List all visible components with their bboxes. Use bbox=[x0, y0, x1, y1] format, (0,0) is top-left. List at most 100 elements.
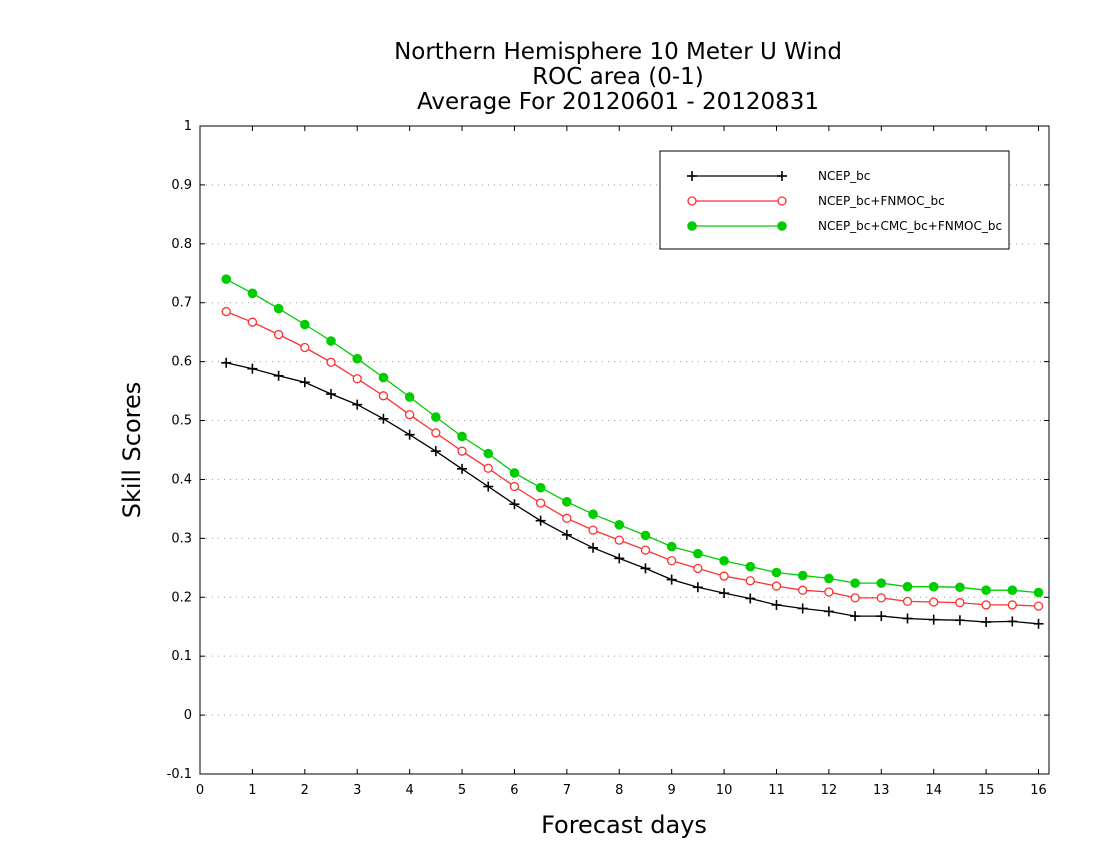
series-line bbox=[225, 310, 1039, 607]
x-tick-label: 3 bbox=[353, 783, 361, 798]
legend-label: NCEP_bc bbox=[818, 169, 870, 183]
y-tick-label: 0.3 bbox=[171, 531, 192, 546]
data-point bbox=[687, 221, 697, 231]
data-point bbox=[588, 509, 598, 520]
data-point bbox=[693, 563, 703, 574]
data-point bbox=[902, 613, 913, 624]
data-point bbox=[667, 556, 677, 566]
data-point bbox=[876, 593, 886, 603]
data-point bbox=[777, 221, 787, 231]
plot-frame bbox=[199, 125, 1050, 775]
legend-item-2: NCEP_bc+CMC_bc+FNMOC_bc bbox=[687, 219, 1002, 233]
data-point bbox=[666, 574, 677, 585]
data-point bbox=[1007, 585, 1018, 596]
data-point bbox=[431, 428, 441, 438]
y-tick-label: 1 bbox=[184, 119, 192, 134]
x-tick-label: 10 bbox=[716, 783, 733, 798]
data-point bbox=[247, 317, 258, 327]
data-point bbox=[588, 542, 599, 553]
data-point bbox=[404, 410, 415, 420]
data-point bbox=[431, 412, 441, 422]
data-point bbox=[687, 196, 697, 206]
x-tick-label: 16 bbox=[1030, 783, 1047, 798]
data-point bbox=[457, 431, 467, 442]
data-point bbox=[798, 585, 808, 595]
data-point bbox=[981, 617, 992, 628]
data-point bbox=[771, 567, 782, 578]
data-point bbox=[719, 555, 729, 566]
y-axis-title: Skill Scores bbox=[118, 382, 146, 519]
chart-title: Northern Hemisphere 10 Meter U Wind ROC … bbox=[394, 39, 842, 115]
legend-item-1: NCEP_bc+FNMOC_bc bbox=[687, 194, 945, 208]
data-point bbox=[902, 596, 913, 607]
data-point bbox=[535, 482, 546, 493]
data-point bbox=[273, 370, 284, 381]
data-point bbox=[850, 593, 860, 603]
data-point bbox=[404, 429, 415, 440]
data-point bbox=[483, 463, 493, 473]
series-group bbox=[221, 274, 1044, 629]
x-tick-label: 4 bbox=[405, 783, 413, 798]
data-point bbox=[666, 541, 677, 552]
data-point bbox=[562, 513, 572, 523]
data-point bbox=[352, 353, 363, 364]
data-point bbox=[614, 535, 624, 545]
data-point bbox=[876, 611, 887, 622]
series-0 bbox=[221, 357, 1044, 629]
data-point bbox=[876, 578, 887, 588]
data-point bbox=[247, 288, 258, 299]
data-point bbox=[273, 329, 284, 340]
legend-item-0: NCEP_bc bbox=[687, 169, 870, 183]
data-point bbox=[687, 171, 697, 181]
data-point bbox=[430, 446, 441, 457]
x-tick-label: 5 bbox=[458, 783, 466, 798]
data-point bbox=[745, 576, 755, 586]
x-tick-label: 14 bbox=[925, 783, 942, 798]
x-tick-label: 2 bbox=[301, 783, 309, 798]
data-point bbox=[640, 530, 651, 541]
data-point bbox=[719, 588, 730, 599]
series-2 bbox=[221, 274, 1044, 598]
data-point bbox=[928, 614, 939, 625]
data-point bbox=[404, 392, 415, 402]
data-point bbox=[509, 499, 520, 510]
data-point bbox=[1033, 618, 1044, 629]
data-point bbox=[1007, 616, 1018, 627]
data-point bbox=[247, 363, 258, 374]
data-point bbox=[824, 573, 834, 584]
title-line-1: Northern Hemisphere 10 Meter U Wind bbox=[394, 39, 842, 65]
data-point bbox=[352, 399, 363, 410]
data-point bbox=[509, 481, 520, 492]
data-point bbox=[1033, 587, 1044, 598]
x-axis-title: Forecast days bbox=[541, 811, 707, 839]
data-point bbox=[693, 548, 703, 559]
data-point bbox=[221, 357, 232, 368]
data-point bbox=[902, 581, 913, 592]
data-point bbox=[378, 413, 389, 424]
data-point bbox=[771, 599, 782, 610]
data-point bbox=[273, 303, 284, 314]
x-tick-label: 7 bbox=[563, 783, 571, 798]
data-point bbox=[588, 525, 598, 535]
data-point bbox=[299, 377, 310, 388]
x-tick-label: 11 bbox=[768, 783, 785, 798]
y-tick-label: -0.1 bbox=[167, 767, 192, 782]
data-point bbox=[221, 306, 231, 317]
data-point bbox=[378, 372, 389, 383]
x-tick-label: 6 bbox=[510, 783, 518, 798]
data-point bbox=[797, 570, 808, 581]
data-point bbox=[850, 611, 861, 622]
series-1 bbox=[221, 306, 1044, 611]
data-point bbox=[954, 615, 965, 626]
data-point bbox=[561, 529, 572, 540]
y-tick-label: 0.5 bbox=[171, 414, 192, 429]
data-point bbox=[692, 582, 703, 593]
y-tick-label: 0.7 bbox=[171, 296, 192, 311]
y-tick-label: 0.9 bbox=[171, 178, 192, 193]
y-tick-label: 0.8 bbox=[171, 237, 192, 252]
data-point bbox=[483, 481, 494, 492]
data-point bbox=[823, 606, 834, 617]
x-tick-label: 9 bbox=[668, 783, 676, 798]
data-point bbox=[981, 600, 991, 610]
